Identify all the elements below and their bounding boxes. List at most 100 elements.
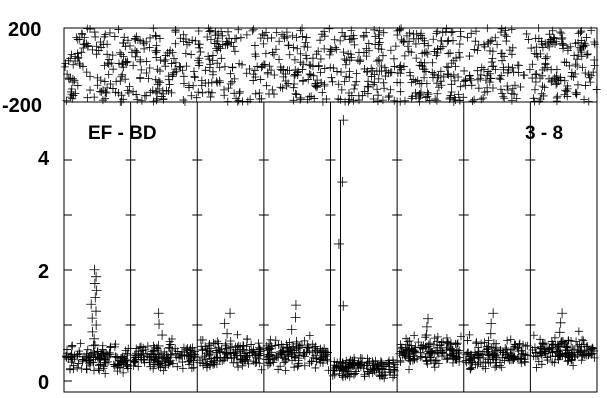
phase-point [413, 76, 422, 85]
phase-point [301, 51, 310, 60]
amplitude-point [145, 355, 154, 364]
phase-point [479, 65, 488, 74]
phase-point [316, 36, 325, 45]
phase-point [167, 59, 176, 68]
phase-point [103, 50, 112, 59]
phase-point [332, 45, 341, 54]
phase-point [472, 27, 481, 36]
amplitude-point [171, 349, 180, 358]
amplitude-point [266, 335, 275, 344]
amplitude-point [149, 364, 158, 373]
phase-point [474, 84, 483, 93]
amplitude-point [496, 347, 505, 356]
phase-point [508, 43, 517, 52]
phase-point [504, 62, 513, 71]
phase-point [428, 58, 437, 67]
phase-point [373, 85, 382, 94]
phase-point [305, 60, 314, 69]
phase-point [201, 79, 210, 88]
phase-point [334, 80, 343, 89]
phase-point [441, 27, 450, 36]
phase-point [350, 40, 359, 49]
phase-point [507, 96, 516, 105]
phase-point [573, 80, 582, 89]
phase-point [251, 89, 260, 98]
amplitude-point [281, 366, 290, 375]
amplitude-point [569, 361, 578, 370]
amplitude-point [486, 358, 495, 367]
phase-point [165, 80, 174, 89]
phase-point [145, 43, 154, 52]
phase-point [476, 74, 485, 83]
phase-point [309, 71, 318, 80]
phase-point [405, 37, 414, 46]
phase-point [460, 66, 469, 75]
amplitude-point [231, 349, 240, 358]
amplitude-point [482, 342, 491, 351]
amplitude-point [519, 350, 528, 359]
amplitude-point [254, 339, 263, 348]
phase-point [188, 36, 197, 45]
phase-point [442, 62, 451, 71]
phase-point [545, 30, 554, 39]
phase-point [204, 52, 213, 61]
phase-point [131, 46, 140, 55]
phase-point [507, 25, 516, 34]
phase-point [167, 88, 176, 97]
amplitude-point [481, 357, 490, 366]
amplitude-spike-point [286, 349, 297, 360]
phase-point [275, 55, 284, 64]
phase-point [503, 86, 512, 95]
phase-point [417, 79, 426, 88]
phase-point [280, 32, 289, 41]
amplitude-point [202, 355, 211, 364]
phase-point [477, 95, 486, 104]
phase-point [560, 76, 569, 85]
phase-point [474, 41, 483, 50]
phase-point [300, 42, 309, 51]
amplitude-point [389, 365, 398, 374]
phase-point [179, 37, 188, 46]
phase-point [194, 61, 203, 70]
amplitude-point [579, 350, 588, 359]
phase-point [329, 64, 338, 73]
phase-point [251, 52, 260, 61]
phase-point [104, 60, 113, 69]
amplitude-point [492, 362, 501, 371]
phase-point [133, 48, 142, 57]
phase-point [431, 95, 440, 104]
phase-point [61, 62, 70, 71]
phase-point [76, 60, 85, 69]
phase-point [428, 73, 437, 82]
phase-point [438, 42, 447, 51]
phase-point [384, 93, 393, 102]
phase-point [455, 53, 464, 62]
amplitude-point [348, 356, 357, 365]
amplitude-point [474, 343, 483, 352]
amplitude-spike-point [338, 115, 349, 126]
amplitude-spike-point [88, 340, 99, 351]
phase-point [256, 75, 265, 84]
phase-point [496, 75, 505, 84]
amplitude-point [573, 341, 582, 350]
phase-point [116, 97, 125, 106]
phase-point [74, 53, 83, 62]
amplitude-point [243, 351, 252, 360]
phase-point [396, 69, 405, 78]
phase-point [586, 78, 595, 87]
phase-point [325, 50, 334, 59]
amplitude-spike-point [552, 346, 563, 357]
phase-point [328, 77, 337, 86]
amplitude-point [78, 355, 87, 364]
amplitude-point [215, 356, 224, 365]
amplitude-point [410, 347, 419, 356]
phase-point [69, 91, 78, 100]
amplitude-point [65, 364, 74, 373]
amplitude-point [300, 361, 309, 370]
amplitude-point [572, 337, 581, 346]
phase-point [130, 34, 139, 43]
amplitude-spike-point [486, 318, 497, 329]
phase-point [448, 27, 457, 36]
phase-point [489, 62, 498, 71]
phase-point [179, 72, 188, 81]
